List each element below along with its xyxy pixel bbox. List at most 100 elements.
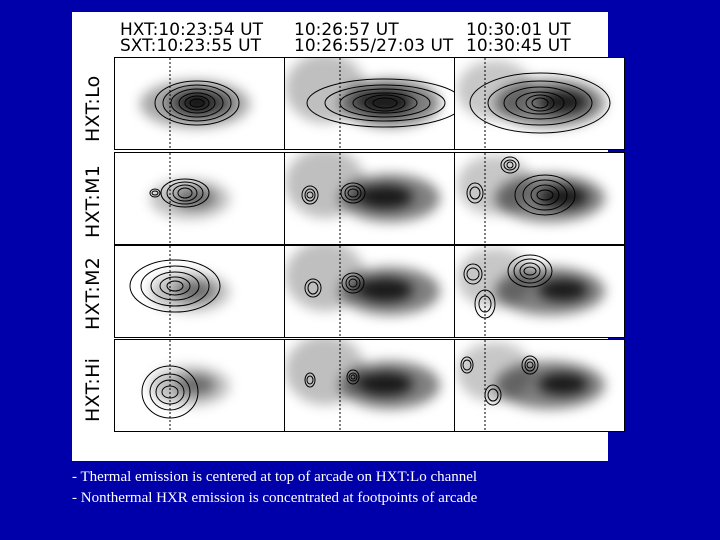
panel-graphic [149,153,230,244]
grayscale-emission [150,366,230,406]
row-label-m1: HXT:M1 [82,164,104,238]
contour-line [347,188,359,198]
contour-line [306,78,454,128]
contour-line [507,254,553,288]
contour-line [341,272,365,294]
image-panel [284,57,455,150]
contour-line [150,271,200,301]
column-header-2-line2: 10:26:55/27:03 UT [294,36,454,56]
contour-line [506,161,514,169]
contour-line [340,182,366,204]
grayscale-emission [285,246,440,315]
contour-line [348,278,358,288]
contour-line [525,94,555,112]
contour-line [304,372,316,388]
column-header-3-line1: 10:30:01 UT [466,20,571,40]
caption-line-2: - Nonthermal HXR emission is concentrate… [72,490,478,506]
contour-line [478,295,492,313]
contour-line [166,280,184,292]
grayscale-emission [285,58,440,127]
contour-line [530,184,560,206]
emission-blob [357,185,413,209]
grayscale-emission [285,340,440,409]
contour-line [523,266,537,276]
image-panel [454,152,625,245]
image-panel [284,339,455,432]
grayscale-emission [140,80,250,128]
panel-graphic [285,153,440,244]
contour-line [515,91,565,115]
contour-line [469,186,481,200]
contour-line [503,86,577,120]
contour-line [500,156,520,174]
contour-line [519,262,541,280]
contour-line [344,185,362,201]
contour-line [149,373,191,411]
contour-line [166,181,204,205]
contour-line [161,385,179,399]
contour-line [487,80,593,126]
emission-blob [538,279,588,301]
image-panel [454,57,625,150]
grayscale-emission [457,248,605,315]
contour-line [324,84,446,122]
contour-line [536,189,554,201]
contour-line [487,388,499,402]
grayscale-emission [150,179,230,219]
panel-graphic [457,246,605,337]
image-panel [454,339,625,432]
emission-blob [357,90,413,114]
contour-line [526,361,534,369]
column-header-1-line2: SXT:10:23:55 UT [120,36,261,56]
column-header-3: 10:30:01 UT 10:30:45 UT [466,20,571,55]
contour-line [162,84,232,122]
contour-line [345,275,361,291]
column-header-2-line1: 10:26:57 UT [294,20,399,40]
grayscale-emission [457,342,605,409]
image-panel [114,339,285,432]
contour-line [469,72,611,134]
image-panel [284,245,455,338]
contour-line [178,92,216,114]
contour-line [154,80,240,126]
column-header-2: 10:26:57 UT 10:26:55/27:03 UT [294,20,454,56]
contour-line [352,92,418,114]
contour-line [350,374,356,380]
contour-line [463,263,483,285]
panel-graphic [285,58,454,149]
contour-line [348,372,358,382]
emission-blob [538,91,588,113]
contour-line [151,190,159,196]
emission-blob [183,94,211,110]
contour-line [372,97,398,109]
contour-line [484,384,502,406]
contour-line [346,369,360,385]
figure-panel: HXT:10:23:54 UT SXT:10:23:55 UT 10:26:57… [72,12,625,461]
contour-line [307,281,319,295]
contour-line [466,182,484,204]
row-label-lo: HXT:Lo [82,75,104,142]
panel-graphic [457,58,611,149]
contour-line [513,258,547,284]
grayscale-emission [457,155,605,222]
image-panel [114,57,285,150]
contour-line [172,184,198,202]
contour-line [304,188,316,202]
contour-line [301,185,319,205]
contour-line [160,178,210,208]
contour-line [306,191,314,199]
panel-graphic [141,340,230,431]
row-label-hi: HXT:Hi [82,357,104,422]
column-header-1: HXT:10:23:54 UT SXT:10:23:55 UT [120,22,263,56]
contour-line [149,188,161,198]
panel-graphic [285,340,440,431]
image-panel [454,245,625,338]
contour-line [141,365,199,419]
contour-line [155,379,185,405]
contour-line [521,355,539,375]
image-panel [114,245,285,338]
panel-graphic [457,153,605,244]
contour-line [140,265,210,307]
panel-graphic [457,340,605,431]
emission-blob [357,372,413,396]
